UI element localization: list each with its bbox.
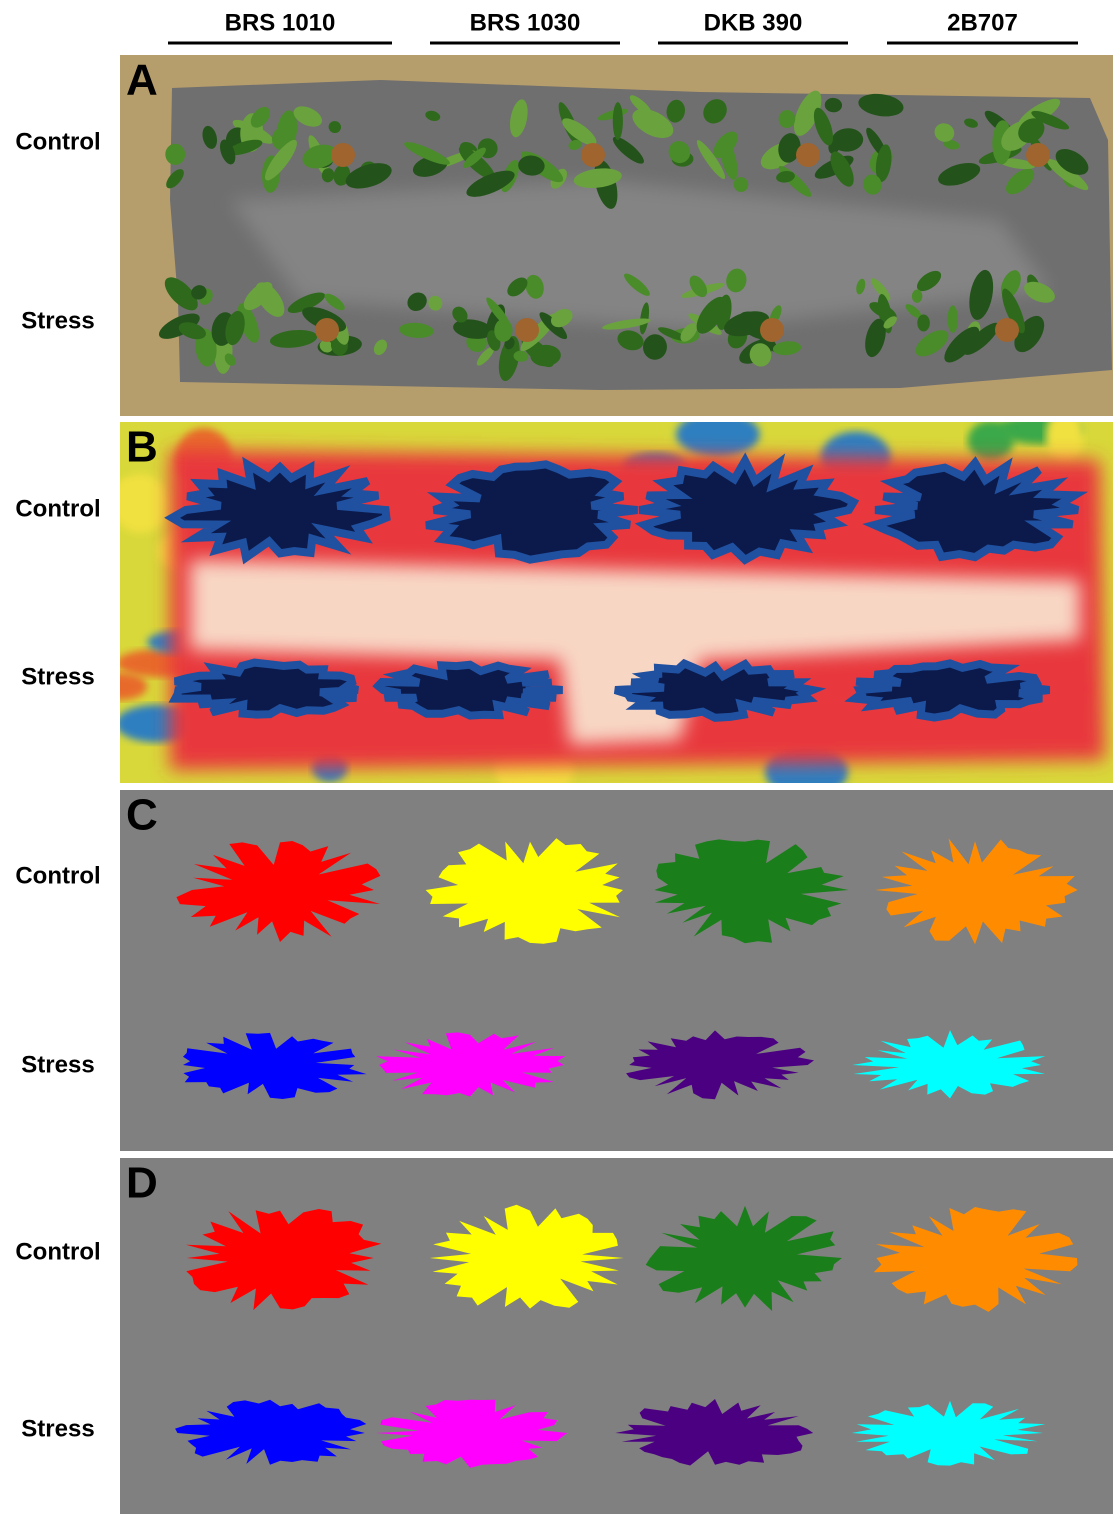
cool-plant — [426, 464, 637, 559]
leaf — [613, 102, 623, 140]
pot — [760, 318, 784, 342]
row-label: Stress — [21, 1051, 94, 1078]
row-label: Stress — [21, 1415, 94, 1442]
pot — [331, 143, 355, 167]
pot — [1026, 143, 1050, 167]
thermal-patch — [968, 420, 1014, 460]
pot — [581, 143, 605, 167]
panel-letter: A — [126, 56, 158, 105]
leaf — [494, 319, 512, 342]
cool-plant — [378, 665, 562, 716]
row-label: Control — [15, 1238, 100, 1265]
panel-c-background — [120, 790, 1113, 1151]
panel-letter: D — [126, 1159, 158, 1208]
column-header: BRS 1010 — [225, 9, 336, 36]
row-label: Control — [15, 862, 100, 889]
leaf — [917, 314, 930, 331]
row-label: Stress — [21, 663, 94, 690]
panel-letter: C — [126, 791, 158, 840]
thermal-patch — [676, 412, 760, 457]
column-header: 2B707 — [947, 9, 1018, 36]
pot — [995, 318, 1019, 342]
panel-a-photo — [120, 55, 1113, 416]
column-header: DKB 390 — [704, 9, 803, 36]
thermal-patch — [93, 673, 147, 700]
panel-b-thermal — [93, 409, 1113, 799]
pot — [796, 143, 820, 167]
column-header: BRS 1030 — [470, 9, 581, 36]
pot — [515, 318, 539, 342]
figure: BRS 1010 BRS 1030 DKB 390 2B707 A Control Stre… — [0, 0, 1113, 1514]
row-label: Control — [15, 495, 100, 522]
row-label: Stress — [21, 307, 94, 334]
thermal-patch — [111, 474, 169, 533]
leaf — [948, 305, 958, 332]
pot — [315, 318, 339, 342]
row-label: Control — [15, 128, 100, 155]
thermal-patch — [1046, 409, 1084, 463]
panel-letter: B — [126, 423, 158, 472]
